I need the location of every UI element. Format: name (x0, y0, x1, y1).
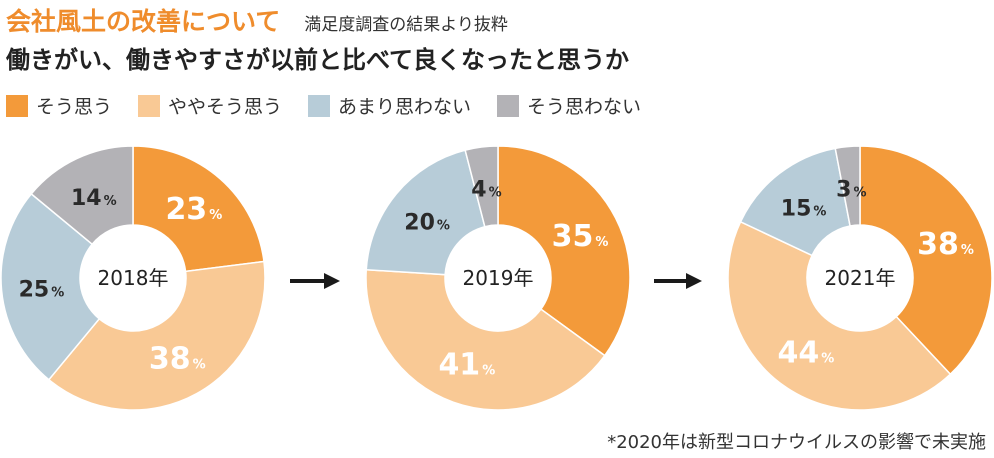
arrow-icon-1 (654, 273, 702, 289)
donut-0-slice-somewhat-disagree (0, 192, 101, 381)
legend-swatch-somewhat-agree (138, 94, 161, 117)
donut-2-year-label: 2021年 (825, 266, 896, 290)
donut-0-hole (81, 226, 185, 330)
donut-2-label-disagree: 3% (836, 177, 866, 202)
legend-label-somewhat-agree: ややそう思う (168, 96, 283, 118)
donut-2-slice-disagree (834, 145, 861, 227)
donut-1-year-label: 2019年 (463, 266, 534, 290)
footnote: *2020年は新型コロナウイルスの影響で未実施 (607, 432, 986, 453)
legend-label-agree: そう思う (36, 96, 113, 118)
legend-label-somewhat-disagree: あまり思わない (338, 96, 472, 118)
donut-0-slice-disagree (30, 145, 134, 246)
donut-2-slice-somewhat-agree (727, 220, 952, 411)
legend-label-disagree: そう思わない (527, 96, 642, 118)
donut-1-label-disagree: 4% (471, 178, 501, 203)
donut-1-slice-agree (497, 145, 631, 357)
page-subtitle: 満足度調査の結果より抜粋 (304, 15, 508, 35)
legend-item-disagree: そう思わない (497, 92, 641, 119)
donut-1-slice-somewhat-agree (365, 268, 606, 411)
donut-1-label-agree: 35% (552, 219, 609, 254)
donut-0-year-label: 2018年 (98, 266, 169, 290)
donut-1-slice-somewhat-disagree (365, 149, 486, 276)
donut-2-slice-agree (859, 145, 993, 376)
donut-0-slice-agree (132, 145, 265, 273)
donut-0-slice-somewhat-agree (47, 260, 266, 411)
legend-swatch-agree (6, 94, 28, 117)
arrow-icon-0 (290, 273, 340, 289)
header: 会社風土の改善について 満足度調査の結果より抜粋 (6, 2, 508, 36)
chart-question: 働きがい、働きやすさが以前と比べて良くなったと思うか (6, 46, 630, 74)
legend-item-somewhat-disagree: あまり思わない (308, 92, 471, 119)
legend-item-somewhat-agree: ややそう思う (138, 92, 282, 119)
donut-1-slice-disagree (464, 145, 499, 228)
page-title: 会社風土の改善について (6, 7, 281, 36)
donut-1-hole (446, 226, 550, 330)
donut-1-label-somewhat-agree: 41% (438, 348, 495, 383)
legend-swatch-disagree (497, 94, 520, 117)
chart-legend: そう思う ややそう思う あまり思わない そう思わない (6, 92, 667, 119)
legend-item-agree: そう思う (6, 92, 112, 119)
legend-swatch-somewhat-disagree (308, 94, 331, 117)
donut-2-hole (808, 226, 912, 330)
